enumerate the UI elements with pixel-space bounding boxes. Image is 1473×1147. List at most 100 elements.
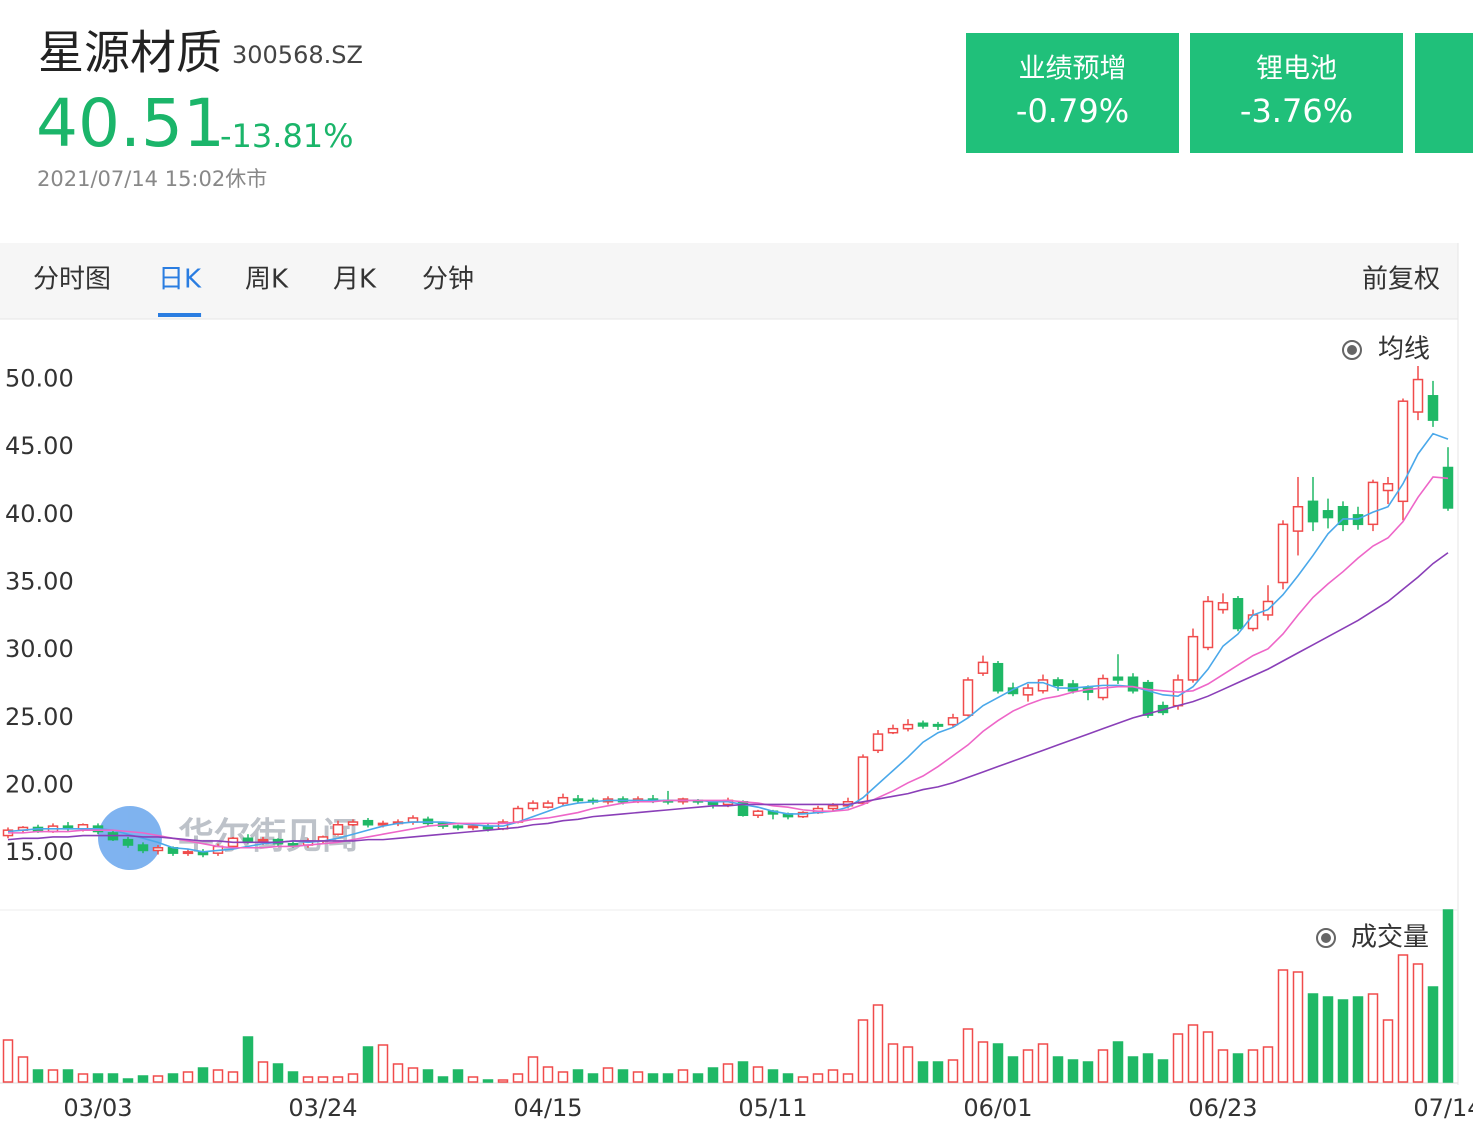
volume-bar — [47, 1069, 59, 1083]
volume-bar — [32, 1069, 44, 1083]
volume-bar — [767, 1069, 779, 1083]
candle-body — [242, 837, 254, 842]
tag-label: 业绩预增 — [1019, 54, 1127, 85]
tab[interactable]: 分钟 — [422, 265, 474, 295]
volume-bar — [197, 1067, 209, 1083]
candle-body — [887, 727, 899, 734]
volume-bar — [497, 1079, 509, 1083]
x-tick-label: 05/11 — [738, 1094, 807, 1122]
volume-bar — [1007, 1056, 1019, 1083]
candle-body — [527, 802, 539, 810]
candle-body — [1367, 481, 1379, 526]
volume-bar — [512, 1073, 524, 1083]
candle-body — [917, 722, 929, 727]
volume-bar — [302, 1076, 314, 1083]
candle-body — [992, 662, 1004, 692]
volume-bar — [1337, 999, 1349, 1083]
candle-body — [1187, 635, 1199, 681]
volume-bar — [1247, 1049, 1259, 1083]
volume-bar — [1322, 996, 1334, 1083]
volume-bar — [167, 1073, 179, 1083]
volume-bar — [1397, 954, 1409, 1083]
volume-bar — [752, 1066, 764, 1083]
candle-body — [1112, 676, 1124, 681]
candle-body — [1307, 500, 1319, 523]
candle-body — [1247, 614, 1259, 630]
volume-bar — [317, 1076, 329, 1083]
adjust-button[interactable]: 前复权 — [1362, 265, 1440, 295]
x-tick-label: 07/14 — [1413, 1094, 1473, 1122]
candle-body — [452, 825, 464, 829]
volume-bar — [407, 1067, 419, 1083]
candle-body — [347, 821, 359, 826]
candle-body — [377, 822, 389, 826]
volume-bar — [692, 1073, 704, 1083]
volume-bar — [797, 1076, 809, 1083]
volume-bar — [242, 1036, 254, 1083]
volume-bar — [722, 1063, 734, 1083]
volume-bar — [107, 1073, 119, 1083]
moving-average — [7, 552, 1449, 844]
candle-body — [1322, 510, 1334, 519]
candle-body — [1277, 523, 1289, 584]
legend-icon[interactable] — [1342, 340, 1362, 360]
candle-body — [947, 717, 959, 726]
candle-body — [1427, 395, 1439, 421]
concept-tag[interactable] — [1415, 33, 1473, 153]
volume-bar — [2, 1039, 14, 1083]
candle-body — [362, 819, 374, 826]
volume-bar — [572, 1069, 584, 1083]
candle-body — [182, 851, 194, 855]
tab[interactable]: 月K — [333, 265, 377, 295]
candle-body — [752, 810, 764, 817]
volume-bar — [212, 1069, 224, 1083]
tab[interactable]: 分时图 — [33, 265, 111, 295]
volume-bar — [1172, 1033, 1184, 1083]
candle-body — [932, 723, 944, 727]
y-tick-label: 30.00 — [5, 635, 74, 663]
candle-body — [287, 842, 299, 846]
volume-bar — [947, 1059, 959, 1083]
volume-bar — [482, 1079, 494, 1083]
volume-bar — [1217, 1049, 1229, 1083]
candle-body — [1127, 676, 1139, 692]
legend-icon — [1347, 345, 1357, 355]
volume-bar — [422, 1069, 434, 1083]
volume-bar — [1082, 1061, 1094, 1083]
volume-bar — [992, 1043, 1004, 1083]
concept-tag[interactable] — [966, 33, 1179, 153]
tag-value: -3.76% — [1240, 92, 1353, 130]
volume-bar — [1232, 1053, 1244, 1083]
volume-bar — [1292, 971, 1304, 1083]
volume-bar — [707, 1067, 719, 1083]
tab-bar — [0, 243, 1458, 319]
candle-body — [512, 807, 524, 823]
candle-body — [857, 756, 869, 804]
volume-bar — [257, 1061, 269, 1083]
tab[interactable]: 周K — [245, 265, 289, 295]
candle-body — [1382, 482, 1394, 492]
candle-body — [467, 825, 479, 829]
volume-bar — [287, 1071, 299, 1083]
legend-label[interactable]: 成交量 — [1351, 923, 1429, 953]
volume-bar — [827, 1069, 839, 1083]
tab[interactable]: 日K — [158, 265, 202, 295]
volume-bar — [62, 1069, 74, 1083]
volume-bar — [1427, 986, 1439, 1083]
legend-icon[interactable] — [1316, 928, 1336, 948]
volume-bar — [1202, 1031, 1214, 1083]
volume-bar — [467, 1076, 479, 1083]
volume-bar — [1352, 996, 1364, 1083]
volume-bar — [617, 1069, 629, 1083]
volume-bar — [362, 1046, 374, 1083]
legend-label[interactable]: 均线 — [1378, 335, 1430, 365]
volume-bar — [902, 1046, 914, 1083]
volume-bar — [812, 1073, 824, 1083]
volume-bar — [1367, 993, 1379, 1083]
volume-bar — [77, 1073, 89, 1083]
concept-tag[interactable] — [1190, 33, 1403, 153]
volume-bar — [542, 1066, 554, 1083]
y-tick-label: 50.00 — [5, 365, 74, 393]
y-tick-label: 25.00 — [5, 703, 74, 731]
